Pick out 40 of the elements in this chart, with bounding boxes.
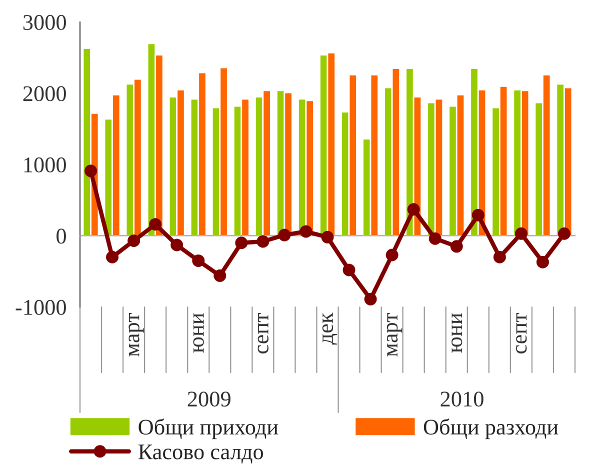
x-tick-label: юни (193, 313, 204, 353)
point (514, 227, 528, 240)
point (407, 203, 420, 216)
legend-label: Касово салдо (138, 444, 264, 464)
point (278, 228, 291, 242)
point (256, 235, 270, 248)
point (364, 292, 377, 306)
point (192, 254, 205, 267)
y-tick-label: 0 (56, 228, 66, 244)
text: 2010 (440, 392, 484, 407)
x-tick-label: септ (516, 313, 527, 354)
y-tick-label: 3000 (23, 14, 66, 30)
point (321, 230, 334, 244)
legend-label: Общи приходи (138, 418, 278, 440)
point (558, 227, 570, 240)
x-tick-label: март (128, 313, 144, 356)
point (300, 225, 312, 238)
text: 2009 (188, 392, 230, 407)
point (342, 264, 356, 276)
point (170, 238, 184, 252)
x-tick-label: юни (452, 313, 462, 353)
point (536, 256, 549, 268)
point (214, 269, 226, 282)
x-tick-label: септ (258, 313, 268, 354)
y-tick-label: 2000 (23, 86, 66, 102)
point (472, 208, 484, 222)
point (235, 236, 248, 250)
point (106, 250, 119, 264)
x-tick-label: дек (322, 312, 338, 345)
legend-label: Общи разходи (424, 418, 558, 440)
point (493, 250, 506, 264)
point (450, 240, 463, 253)
point (128, 234, 140, 247)
point (386, 248, 398, 262)
point (84, 164, 98, 178)
point (149, 218, 162, 231)
x-tick-label: март (386, 313, 402, 356)
y-tick-label: 1000 (24, 157, 66, 172)
point (428, 232, 442, 245)
y-tick-label: -1000 (16, 300, 66, 315)
